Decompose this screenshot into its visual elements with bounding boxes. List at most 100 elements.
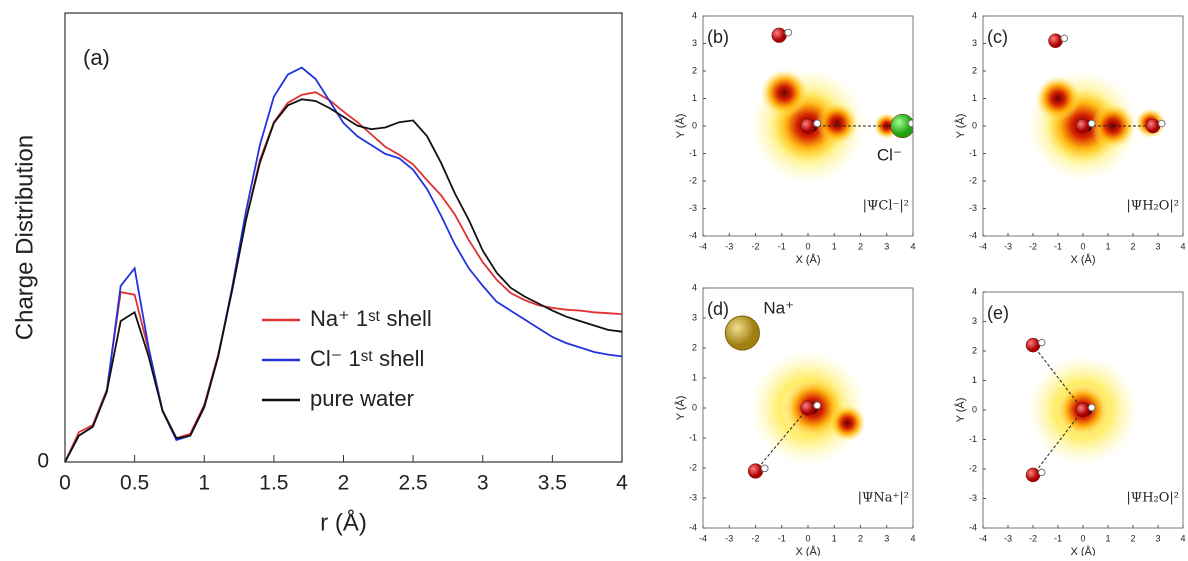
x-tick-label: 1 bbox=[1105, 533, 1110, 543]
x-tick-label: -4 bbox=[699, 533, 707, 543]
density-blob bbox=[829, 404, 866, 442]
x-tick-label: 4 bbox=[1180, 241, 1185, 251]
y-tick-label: -3 bbox=[689, 203, 697, 213]
x-tick-label: 2 bbox=[1130, 241, 1135, 251]
hydrogen bbox=[760, 464, 769, 473]
y-tick-label: 4 bbox=[972, 286, 977, 296]
sodium-ion bbox=[724, 315, 760, 351]
y-axis-label: Charge Distribution bbox=[11, 135, 38, 340]
y-tick-label: -1 bbox=[969, 434, 977, 444]
atom bbox=[800, 118, 816, 134]
y-tick-label: -1 bbox=[689, 432, 697, 442]
y-tick-label: -3 bbox=[969, 203, 977, 213]
annotation: |ΨNa⁺|² bbox=[858, 491, 909, 506]
x-tick-label: -2 bbox=[1029, 533, 1037, 543]
bond bbox=[1032, 409, 1084, 476]
atom bbox=[800, 400, 816, 416]
x-tick-label: 4 bbox=[910, 241, 915, 251]
y-tick-label: -3 bbox=[689, 492, 697, 502]
y-tick-label: 0 bbox=[972, 404, 977, 414]
x-tick-label: -2 bbox=[751, 533, 759, 543]
x-tick-label: 1 bbox=[832, 533, 837, 543]
x-tick-label: 1.5 bbox=[259, 472, 288, 495]
atom bbox=[1025, 337, 1041, 353]
hydrogen bbox=[813, 401, 822, 410]
hydrogen bbox=[907, 119, 913, 128]
y-tick-label: 0 bbox=[972, 120, 977, 130]
x-tick-label: -4 bbox=[979, 533, 987, 543]
y-tick-label: 2 bbox=[692, 342, 697, 352]
y-tick-label: 3 bbox=[972, 38, 977, 48]
y-tick-label: 1 bbox=[972, 93, 977, 103]
x-tick-label: 3 bbox=[477, 472, 489, 495]
series-line bbox=[64, 98, 623, 463]
x-tick-label: 0.5 bbox=[120, 472, 149, 495]
ion-label: Na⁺ bbox=[763, 298, 794, 317]
annotation: |ΨCl⁻|² bbox=[863, 199, 909, 214]
legend-label: Na⁺ 1ˢᵗ shell bbox=[310, 306, 432, 331]
panel-label: (e) bbox=[987, 303, 1009, 323]
x-tick-label: -3 bbox=[725, 533, 733, 543]
x-tick-label: 0 bbox=[59, 472, 71, 495]
hydrogen bbox=[784, 28, 793, 37]
density-image bbox=[724, 315, 866, 479]
panel-label: (d) bbox=[707, 299, 729, 319]
x-tick-label: -2 bbox=[1029, 241, 1037, 251]
y-tick-label: 3 bbox=[972, 316, 977, 326]
x-tick-label: 2.5 bbox=[399, 472, 428, 495]
y-tick-label: -3 bbox=[969, 493, 977, 503]
y-tick-label: -2 bbox=[969, 463, 977, 473]
y-tick-label: 4 bbox=[692, 282, 697, 292]
x-tick-label: 3.5 bbox=[538, 472, 567, 495]
density-blob bbox=[1035, 76, 1081, 121]
x-tick-label: 4 bbox=[616, 472, 628, 495]
y-tick-label: 3 bbox=[692, 312, 697, 322]
y-tick-label: -2 bbox=[689, 175, 697, 185]
panel-label: (a) bbox=[83, 45, 110, 70]
bond bbox=[755, 407, 809, 472]
x-tick-label: -1 bbox=[778, 533, 786, 543]
x-tick-label: -4 bbox=[699, 241, 707, 251]
y-tick-label: -4 bbox=[689, 230, 697, 240]
y-tick-label: 0 bbox=[692, 402, 697, 412]
x-tick-label: 3 bbox=[884, 533, 889, 543]
y-tick-label: 2 bbox=[972, 65, 977, 75]
hydrogen bbox=[1060, 34, 1068, 42]
atom bbox=[771, 27, 787, 43]
y-tick-label: -2 bbox=[689, 462, 697, 472]
x-tick-label: 0 bbox=[805, 241, 810, 251]
density-blob bbox=[760, 69, 808, 117]
atom bbox=[1145, 118, 1161, 134]
x-tick-label: 3 bbox=[884, 241, 889, 251]
x-axis-label: X (Å) bbox=[1070, 545, 1095, 556]
x-tick-label: -1 bbox=[1054, 241, 1062, 251]
x-tick-label: 4 bbox=[1180, 533, 1185, 543]
atom bbox=[1075, 402, 1091, 418]
y-tick-label: -1 bbox=[969, 148, 977, 158]
annotation: |ΨH₂O|² bbox=[1126, 199, 1179, 214]
density-image bbox=[1025, 337, 1138, 483]
x-tick-label: -1 bbox=[778, 241, 786, 251]
density-image bbox=[750, 27, 913, 184]
atom bbox=[890, 113, 913, 139]
atom bbox=[1075, 118, 1091, 134]
y-tick-label: -4 bbox=[969, 522, 977, 532]
y-tick-label: 4 bbox=[972, 10, 977, 20]
x-tick-label: 3 bbox=[1155, 241, 1160, 251]
x-axis-label: X (Å) bbox=[795, 545, 820, 556]
y-tick-label: 0 bbox=[37, 450, 49, 473]
y-tick-label: 1 bbox=[692, 93, 697, 103]
x-tick-label: 1 bbox=[832, 241, 837, 251]
y-axis-label: Y (Å) bbox=[674, 396, 687, 421]
y-axis-label: Y (Å) bbox=[674, 114, 687, 139]
y-tick-label: -1 bbox=[689, 148, 697, 158]
hydrogen bbox=[1088, 119, 1096, 128]
atom bbox=[747, 463, 764, 479]
y-tick-label: 1 bbox=[972, 375, 977, 385]
x-tick-label: 0 bbox=[1080, 533, 1085, 543]
x-tick-label: 2 bbox=[1130, 533, 1135, 543]
hydrogen bbox=[1038, 338, 1046, 347]
y-axis-label: Y (Å) bbox=[954, 114, 967, 139]
bond bbox=[1032, 344, 1084, 411]
